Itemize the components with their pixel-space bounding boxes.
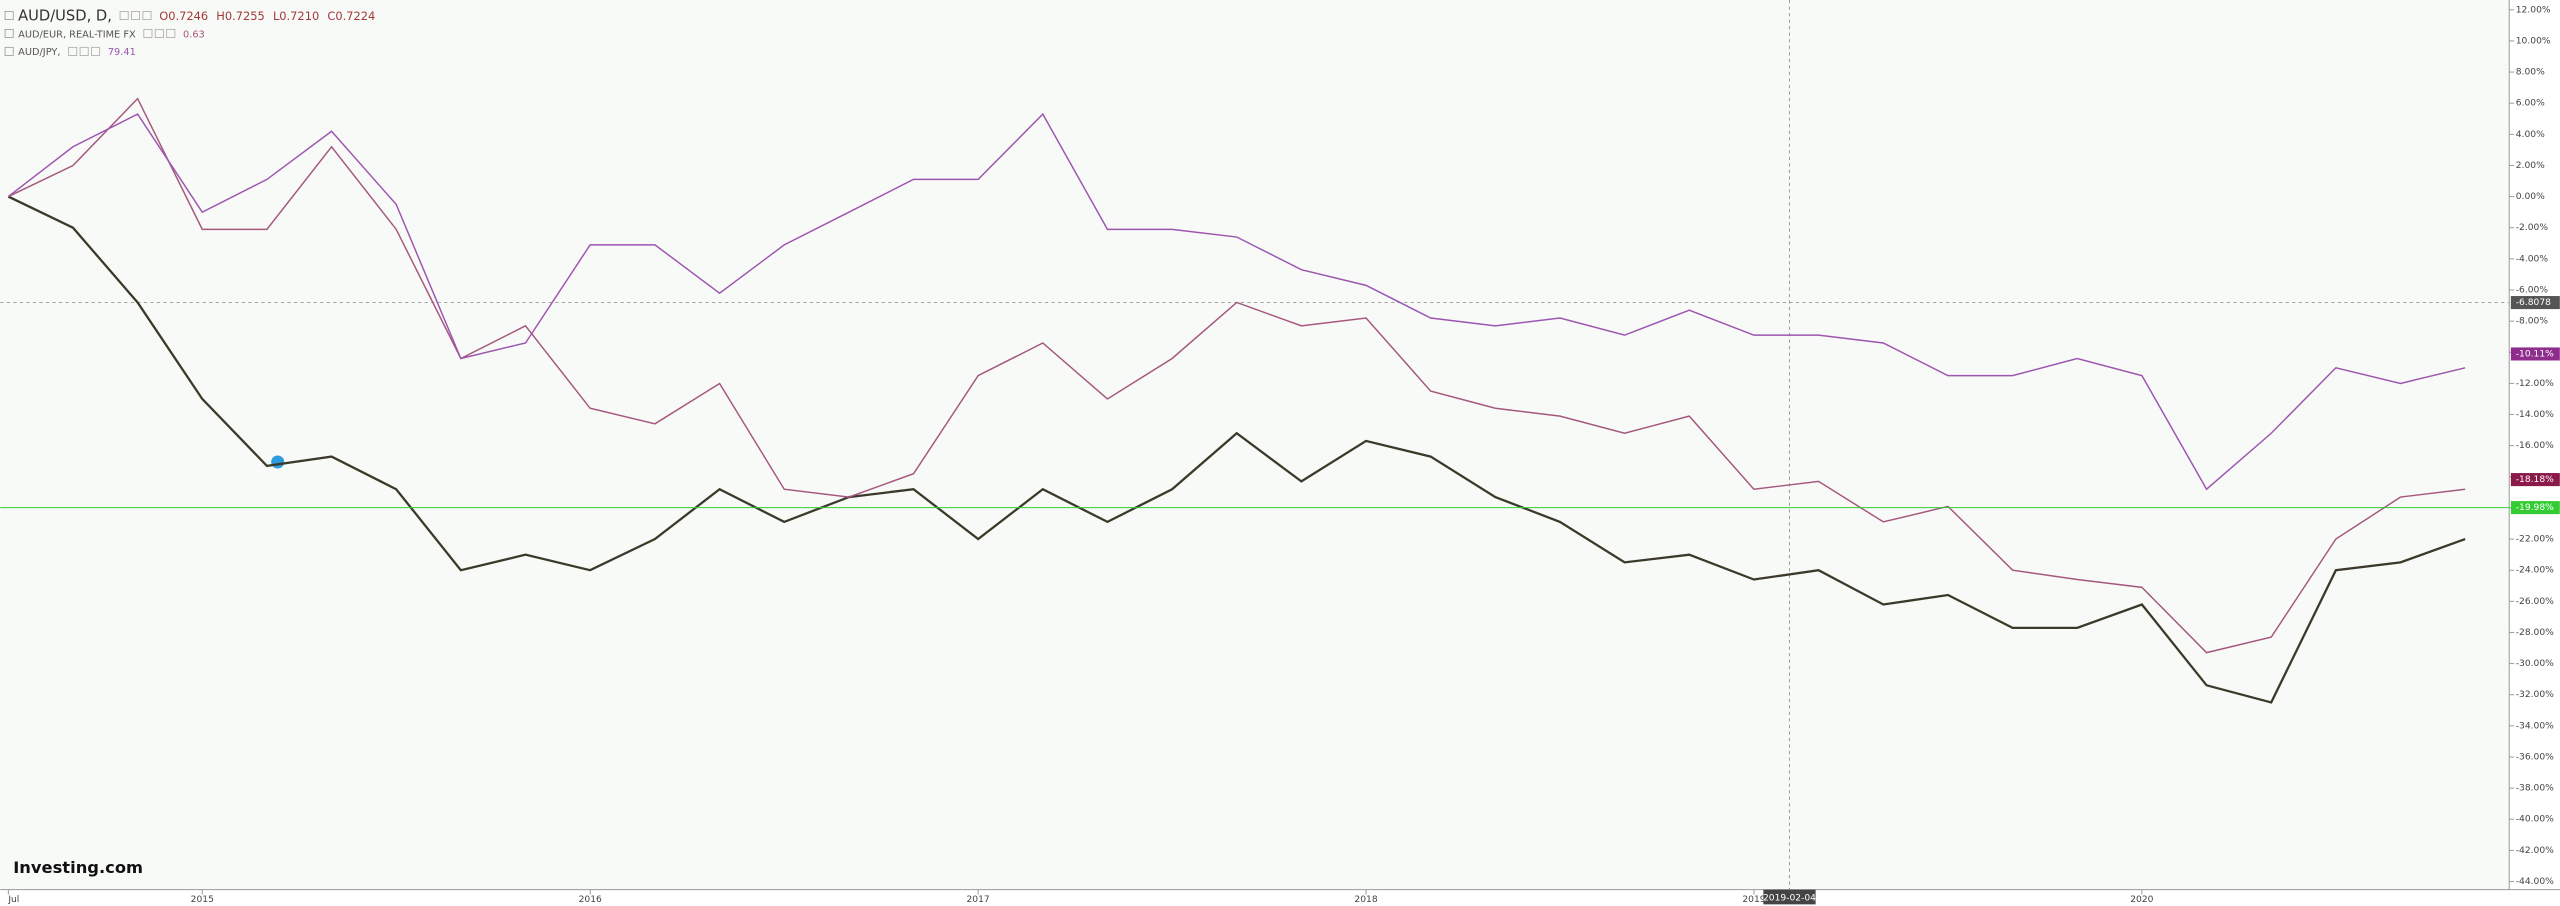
y-tick-label: -32.00%	[2516, 690, 2554, 700]
legend-button[interactable]	[166, 28, 176, 38]
y-tick-label: -34.00%	[2516, 721, 2554, 731]
legend-button[interactable]	[154, 28, 164, 38]
x-tick-label: Jul	[7, 895, 19, 905]
event-marker[interactable]	[271, 455, 285, 469]
quote-value: 79.41	[108, 47, 136, 58]
y-tick-label: 12.00%	[2516, 5, 2551, 15]
x-tick-label: 2020	[2130, 895, 2153, 905]
y-tick-label: -38.00%	[2516, 784, 2554, 794]
legend-name: AUD/EUR, REAL-TIME FX	[18, 29, 136, 40]
legend-icon	[4, 46, 14, 56]
y-tick-label: -8.00%	[2516, 317, 2549, 327]
quote-value: O0.7246	[159, 9, 208, 23]
quote-value: C0.7224	[327, 9, 375, 23]
legend-name: AUD/JPY,	[18, 47, 60, 58]
y-tick-label: -14.00%	[2516, 410, 2554, 420]
last-value-label: -19.98%	[2516, 503, 2554, 513]
quote-value: 0.63	[183, 29, 205, 40]
y-tick-label: 10.00%	[2516, 36, 2551, 46]
x-tick-label: 2018	[1354, 895, 1377, 905]
y-tick-label: -4.00%	[2516, 254, 2549, 264]
y-tick-label: -40.00%	[2516, 815, 2554, 825]
crosshair-x-box	[1763, 889, 1816, 905]
legend-button[interactable]	[119, 11, 129, 20]
y-tick-label: 2.00%	[2516, 161, 2545, 171]
plot-background	[0, 0, 2509, 890]
legend-button[interactable]	[131, 11, 141, 20]
last-value-box	[2510, 501, 2560, 515]
x-tick-label: 2015	[191, 895, 214, 905]
series-line	[8, 97, 2466, 654]
y-tick-label: -42.00%	[2516, 846, 2554, 856]
y-tick-label: 4.00%	[2516, 130, 2545, 140]
last-value-label: -18.18%	[2516, 475, 2554, 485]
logo: Investing.com	[13, 858, 143, 877]
y-tick-label: -24.00%	[2516, 566, 2554, 576]
last-value-box	[2510, 473, 2560, 487]
y-tick-label: -44.00%	[2516, 877, 2554, 887]
y-tick-label: -2.00%	[2516, 223, 2549, 233]
x-tick-label: 2017	[967, 895, 990, 905]
series-line	[7, 112, 2466, 491]
y-tick-label: -30.00%	[2516, 659, 2554, 669]
legend-button[interactable]	[143, 28, 153, 38]
quote-value: H0.7255	[216, 9, 265, 23]
legend-name: AUD/USD, D,	[18, 7, 112, 24]
legend-button[interactable]	[142, 11, 152, 20]
y-tick-label: -22.00%	[2516, 535, 2554, 545]
y-tick-label: -12.00%	[2516, 379, 2554, 389]
x-tick-label: 2016	[579, 895, 602, 905]
x-tick-label: 2019	[1742, 895, 1765, 905]
legend-icon	[4, 11, 14, 20]
y-tick-label: 6.00%	[2516, 99, 2545, 109]
last-value-box	[2510, 347, 2560, 361]
y-tick-label: -6.00%	[2516, 285, 2549, 295]
y-tick-label: -28.00%	[2516, 628, 2554, 638]
y-tick-label: -16.00%	[2516, 441, 2554, 451]
y-tick-label: 8.00%	[2516, 68, 2545, 78]
legend-button[interactable]	[91, 46, 101, 56]
legend-button[interactable]	[68, 46, 78, 56]
series-line	[7, 195, 2466, 704]
quote-value: L0.7210	[273, 9, 319, 23]
y-tick-label: 0.00%	[2516, 192, 2545, 202]
legend-button[interactable]	[79, 46, 89, 56]
crosshair-y-label: -6.8078	[2516, 298, 2551, 308]
y-tick-label: -26.00%	[2516, 597, 2554, 607]
crosshair-y-box	[2510, 296, 2560, 310]
crosshair-x-label: 2019-02-04	[1763, 893, 1816, 903]
last-value-label: -10.11%	[2516, 349, 2554, 359]
legend-icon	[4, 28, 14, 38]
y-tick-label: -36.00%	[2516, 752, 2554, 762]
